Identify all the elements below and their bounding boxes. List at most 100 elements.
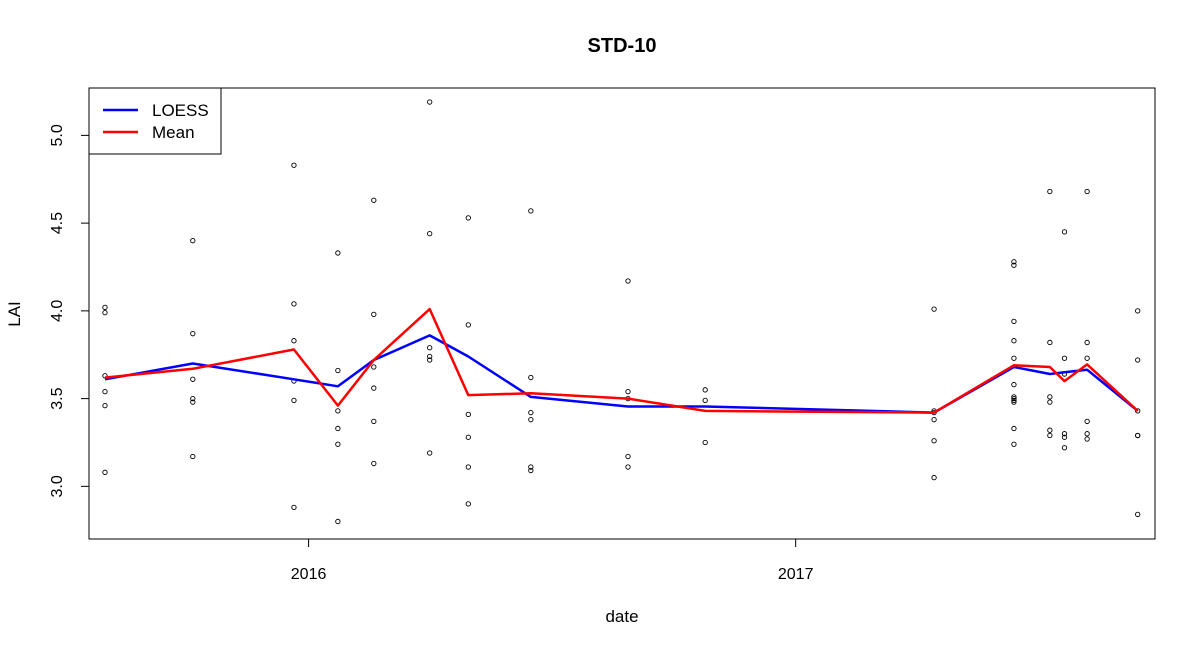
data-point <box>1084 431 1090 437</box>
data-point <box>335 518 341 525</box>
x-axis-label: date <box>605 607 638 626</box>
data-point <box>1011 441 1017 447</box>
data-point <box>190 453 196 460</box>
y-tick-label: 5.0 <box>49 124 66 146</box>
data-point <box>465 322 471 328</box>
data-point <box>625 453 631 460</box>
data-point <box>1135 357 1141 363</box>
data-point <box>1061 445 1068 451</box>
data-point <box>465 464 471 470</box>
data-point <box>1011 355 1017 361</box>
data-point <box>1047 188 1053 195</box>
data-point <box>931 417 937 423</box>
data-point <box>1011 381 1017 388</box>
data-point <box>702 387 708 393</box>
data-point <box>625 464 631 470</box>
data-point <box>427 353 433 360</box>
data-point <box>1135 308 1141 314</box>
data-point <box>291 504 297 511</box>
data-point <box>1061 229 1068 235</box>
series-lines <box>104 307 1139 414</box>
data-point <box>1061 431 1068 437</box>
data-point <box>1011 425 1017 432</box>
data-point <box>335 425 341 432</box>
y-axis: 3.0 3.5 4.0 4.5 5.0 <box>49 124 90 497</box>
data-point <box>1047 427 1053 433</box>
x-tick-label: 2017 <box>778 566 814 583</box>
data-point <box>1084 355 1090 361</box>
data-point <box>1047 394 1053 400</box>
data-point <box>102 373 108 379</box>
data-point <box>1047 432 1053 439</box>
data-point <box>102 469 108 475</box>
data-point <box>371 364 377 370</box>
data-point <box>625 388 631 395</box>
y-tick-label: 4.5 <box>49 212 66 234</box>
legend-box <box>88 87 222 155</box>
data-point <box>427 99 433 105</box>
data-point <box>102 402 108 409</box>
y-tick-label: 4.0 <box>49 300 66 322</box>
data-point <box>1011 262 1017 268</box>
data-point <box>1011 259 1017 265</box>
data-point <box>1084 188 1090 195</box>
data-point <box>102 388 108 395</box>
data-point <box>931 306 937 312</box>
y-tick-label: 3.0 <box>49 475 66 497</box>
data-point <box>427 231 433 237</box>
series-line-mean <box>104 307 1139 414</box>
data-point <box>1135 432 1141 439</box>
x-axis: 2016 2017 <box>291 538 814 583</box>
data-point <box>1061 434 1068 440</box>
data-point <box>1047 399 1053 405</box>
data-point <box>371 311 377 318</box>
legend: LOESS Mean <box>88 87 222 155</box>
data-point <box>528 409 534 416</box>
data-point <box>427 450 433 456</box>
plot-frame <box>88 87 1156 540</box>
data-point <box>291 301 297 307</box>
data-point <box>1011 395 1017 402</box>
data-point <box>291 338 297 344</box>
data-point <box>1011 318 1017 325</box>
data-point <box>931 474 937 481</box>
data-point <box>1011 399 1017 405</box>
data-point <box>1011 397 1017 404</box>
data-point <box>371 385 377 391</box>
data-point <box>1084 436 1090 442</box>
data-point <box>190 238 196 244</box>
data-point <box>291 397 297 404</box>
data-point <box>625 278 631 284</box>
y-axis-label: LAI <box>5 301 24 327</box>
data-point <box>465 434 471 440</box>
legend-label-loess: LOESS <box>152 101 209 120</box>
data-point <box>371 197 377 203</box>
data-points <box>102 99 1141 525</box>
data-point <box>335 250 341 256</box>
data-point <box>1061 355 1068 361</box>
data-point <box>371 460 377 467</box>
y-tick-label: 3.5 <box>49 387 66 409</box>
data-point <box>528 467 534 474</box>
data-point <box>190 395 196 402</box>
data-point <box>702 397 708 404</box>
data-point <box>528 374 534 381</box>
data-point <box>528 464 534 470</box>
data-point <box>528 417 534 423</box>
data-point <box>1047 339 1053 346</box>
data-point <box>702 439 708 446</box>
data-point <box>1011 338 1017 344</box>
data-point <box>335 441 341 447</box>
data-point <box>1011 394 1017 400</box>
data-point <box>1084 418 1090 425</box>
data-point <box>1135 511 1141 518</box>
data-point <box>371 418 377 425</box>
data-point <box>1135 408 1141 414</box>
series-line-loess <box>104 334 1139 414</box>
data-point <box>1084 339 1090 346</box>
data-point <box>335 408 341 414</box>
data-point <box>291 162 297 168</box>
data-point <box>465 411 471 418</box>
